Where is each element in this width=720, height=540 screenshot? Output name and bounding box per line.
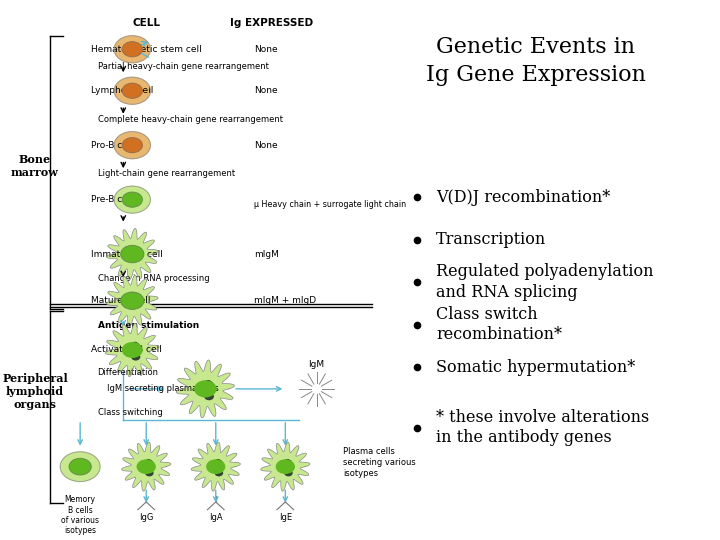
- Circle shape: [122, 42, 143, 57]
- Text: IgA: IgA: [209, 514, 222, 522]
- Text: Differentiation: Differentiation: [97, 368, 158, 377]
- Circle shape: [217, 465, 223, 470]
- Circle shape: [205, 393, 213, 400]
- Text: mIgM: mIgM: [254, 249, 279, 259]
- Circle shape: [198, 386, 202, 389]
- Circle shape: [148, 465, 154, 470]
- Circle shape: [285, 470, 292, 476]
- Circle shape: [205, 381, 211, 385]
- Text: Peripheral
lymphoid
organs: Peripheral lymphoid organs: [2, 373, 68, 410]
- Text: Lymphoid cell: Lymphoid cell: [91, 86, 153, 95]
- Circle shape: [146, 470, 153, 476]
- Polygon shape: [107, 228, 158, 280]
- Circle shape: [114, 77, 150, 104]
- Circle shape: [276, 460, 294, 474]
- Text: Pro-B cell: Pro-B cell: [91, 141, 132, 150]
- Circle shape: [210, 464, 213, 467]
- Circle shape: [60, 452, 100, 482]
- Circle shape: [148, 461, 152, 463]
- Text: IgM secreting plasma cells: IgM secreting plasma cells: [107, 384, 218, 393]
- Text: Activated B cell: Activated B cell: [91, 346, 161, 354]
- Circle shape: [114, 132, 150, 159]
- Text: Hematopoietic stem cell: Hematopoietic stem cell: [91, 45, 202, 54]
- Circle shape: [132, 342, 138, 347]
- Text: IgM: IgM: [309, 360, 325, 369]
- Text: Complete heavy-chain gene rearrangement: Complete heavy-chain gene rearrangement: [97, 115, 282, 124]
- Circle shape: [114, 36, 150, 63]
- Circle shape: [121, 292, 144, 309]
- Circle shape: [122, 83, 143, 98]
- Circle shape: [69, 458, 91, 475]
- Circle shape: [287, 461, 292, 463]
- Text: Class switch
recombination*: Class switch recombination*: [436, 306, 562, 343]
- Text: Transcription: Transcription: [436, 231, 546, 248]
- Circle shape: [207, 387, 215, 393]
- Circle shape: [207, 460, 225, 474]
- Circle shape: [122, 343, 142, 357]
- Circle shape: [138, 460, 156, 474]
- Circle shape: [133, 348, 140, 354]
- Circle shape: [208, 382, 212, 385]
- Text: Light-chain gene rearrangement: Light-chain gene rearrangement: [97, 169, 235, 178]
- Circle shape: [135, 343, 139, 347]
- Text: Ig EXPRESSED: Ig EXPRESSED: [230, 18, 313, 28]
- Text: Immature B cell: Immature B cell: [91, 249, 163, 259]
- Text: CELL: CELL: [132, 18, 161, 28]
- Text: Pre-B cell: Pre-B cell: [91, 195, 132, 204]
- Text: Partial heavy-chain gene rearrangement: Partial heavy-chain gene rearrangement: [97, 62, 269, 71]
- Text: None: None: [254, 45, 278, 54]
- Text: * these involve alterations
in the antibody genes: * these involve alterations in the antib…: [436, 409, 649, 447]
- Circle shape: [212, 466, 218, 471]
- Circle shape: [140, 464, 143, 467]
- Circle shape: [281, 466, 288, 471]
- Text: Memory
B cells
of various
isotypes: Memory B cells of various isotypes: [61, 495, 99, 535]
- Text: None: None: [254, 86, 278, 95]
- Text: IgE: IgE: [279, 514, 292, 522]
- Text: Antigen stimulation: Antigen stimulation: [97, 321, 199, 329]
- Circle shape: [114, 186, 150, 213]
- Polygon shape: [105, 323, 159, 377]
- Circle shape: [121, 246, 144, 262]
- Circle shape: [215, 470, 222, 476]
- Circle shape: [200, 388, 209, 394]
- Polygon shape: [261, 442, 310, 491]
- Text: V(D)J recombination*: V(D)J recombination*: [436, 188, 611, 206]
- Circle shape: [142, 466, 149, 471]
- Text: None: None: [254, 141, 278, 150]
- Circle shape: [146, 460, 151, 463]
- Text: mIgM + mIgD: mIgM + mIgD: [254, 296, 316, 305]
- Text: μ Heavy chain + surrogate light chain: μ Heavy chain + surrogate light chain: [254, 200, 406, 210]
- Text: Mature B cell: Mature B cell: [91, 296, 150, 305]
- Polygon shape: [191, 442, 240, 491]
- Polygon shape: [107, 275, 158, 326]
- Text: Regulated polyadenylation
and RNA splicing: Regulated polyadenylation and RNA splici…: [436, 264, 654, 301]
- Circle shape: [287, 465, 293, 470]
- Polygon shape: [176, 360, 235, 418]
- Text: Plasma cells
secreting various
isotypes: Plasma cells secreting various isotypes: [343, 447, 415, 478]
- Circle shape: [126, 348, 130, 350]
- Circle shape: [122, 138, 143, 153]
- Text: Bone
marrow: Bone marrow: [11, 154, 59, 178]
- Text: Genetic Events in
Ig Gene Expression: Genetic Events in Ig Gene Expression: [426, 36, 646, 86]
- Circle shape: [127, 349, 135, 355]
- Circle shape: [218, 461, 222, 463]
- Text: Somatic hypermutation*: Somatic hypermutation*: [436, 359, 636, 376]
- Circle shape: [279, 464, 283, 467]
- Polygon shape: [122, 442, 171, 491]
- Circle shape: [132, 354, 140, 360]
- Circle shape: [194, 381, 216, 397]
- Text: Class switching: Class switching: [97, 408, 162, 417]
- Text: IgG: IgG: [139, 514, 153, 522]
- Circle shape: [122, 192, 143, 207]
- Text: Change in RNA processing: Change in RNA processing: [97, 274, 209, 283]
- Circle shape: [285, 460, 290, 463]
- Circle shape: [215, 460, 220, 463]
